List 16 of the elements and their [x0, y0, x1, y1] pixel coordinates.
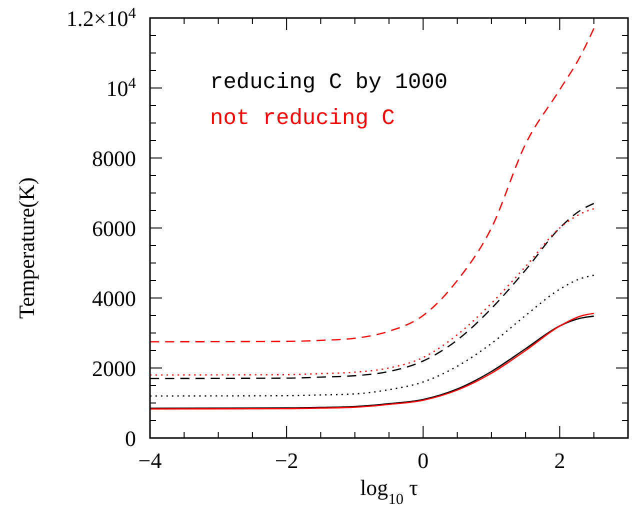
- x-tick-label: 2: [554, 448, 566, 473]
- y-tick-label: 6000: [92, 216, 136, 241]
- y-tick-label: 4000: [92, 286, 136, 311]
- y-axis-title: Temperature(K): [14, 177, 39, 319]
- x-tick-label: 0: [418, 448, 429, 473]
- y-tick-label: 2000: [92, 356, 136, 381]
- y-tick-label: 0: [125, 426, 136, 451]
- y-tick-label: 1.2×10$^{4}$: [66, 4, 136, 31]
- text: reducing C by 1000: [210, 70, 448, 95]
- line-series: [149, 28, 595, 342]
- text: not reducing C: [210, 106, 395, 131]
- x-axis-title: log$_{10}$ τ: [360, 475, 418, 508]
- y-tick-label: 8000: [92, 146, 136, 171]
- x-tick-label: −4: [138, 448, 162, 473]
- x-tick-label: −2: [274, 448, 298, 473]
- y-tick-label: 10$^{4}$: [106, 74, 136, 101]
